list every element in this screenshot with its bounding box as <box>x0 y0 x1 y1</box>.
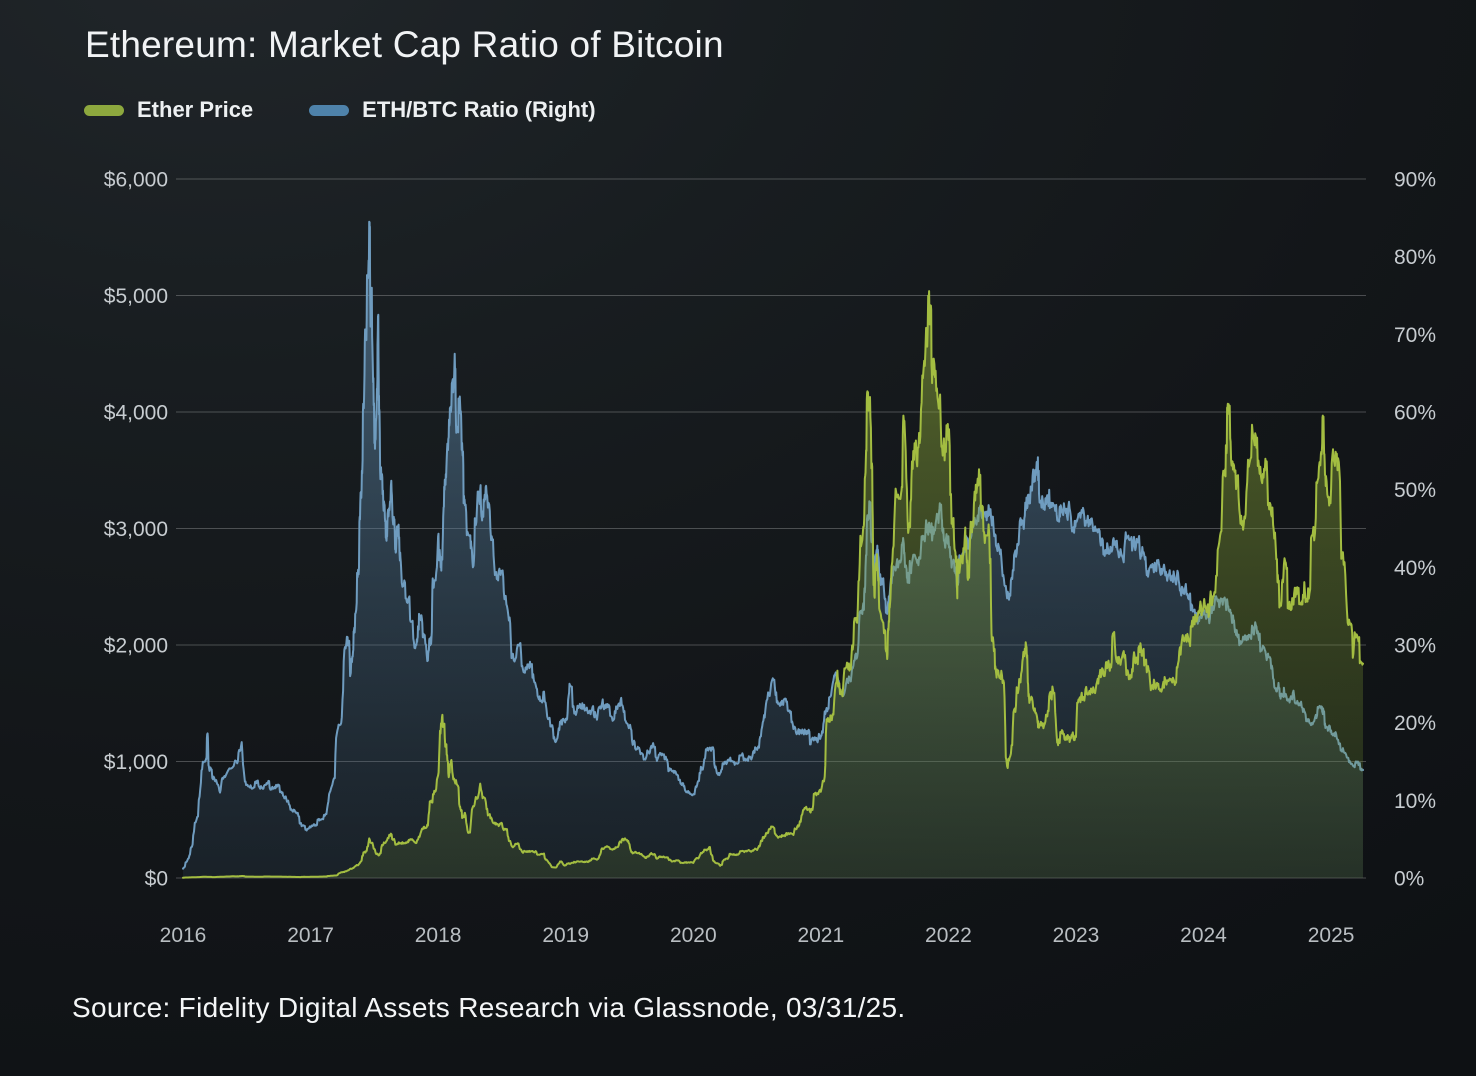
source-note: Source: Fidelity Digital Assets Research… <box>72 992 906 1023</box>
x-axis-tick-label: 2019 <box>542 924 589 947</box>
eth-btc-ratio-area <box>183 221 1363 878</box>
legend-item-ether-price: Ether Price <box>84 97 253 123</box>
right-axis-tick-label: 50% <box>1394 479 1436 502</box>
right-axis-tick-label: 10% <box>1394 790 1436 813</box>
legend-label-ethbtc-ratio: ETH/BTC Ratio (Right) <box>362 97 596 122</box>
x-axis-tick-label: 2016 <box>160 924 207 947</box>
left-axis-tick-label: $3,000 <box>104 518 168 541</box>
x-axis-tick-label: 2021 <box>797 924 844 947</box>
right-axis-tick-label: 70% <box>1394 324 1436 347</box>
left-axis-tick-label: $0 <box>145 868 168 891</box>
ether-price-swatch-icon <box>84 104 124 116</box>
right-axis-tick-label: 80% <box>1394 246 1436 269</box>
legend-item-ethbtc-ratio: ETH/BTC Ratio (Right) <box>309 97 596 123</box>
x-axis-tick-label: 2017 <box>287 924 334 947</box>
legend: Ether Price ETH/BTC Ratio (Right) <box>84 97 652 123</box>
x-axis-tick-label: 2023 <box>1053 924 1100 947</box>
x-axis-tick-label: 2025 <box>1308 924 1355 947</box>
right-axis-tick-label: 90% <box>1394 169 1436 192</box>
x-axis-tick-label: 2018 <box>415 924 462 947</box>
legend-label-ether-price: Ether Price <box>137 97 254 122</box>
left-axis-tick-label: $4,000 <box>104 402 168 425</box>
x-axis-tick-label: 2020 <box>670 924 717 947</box>
right-axis-tick-label: 60% <box>1394 402 1436 425</box>
right-axis-tick-label: 20% <box>1394 712 1436 735</box>
left-axis-tick-label: $5,000 <box>104 285 168 308</box>
left-axis-tick-label: $1,000 <box>104 751 168 774</box>
ethbtc-ratio-swatch-icon <box>309 104 350 116</box>
chart-title: Ethereum: Market Cap Ratio of Bitcoin <box>85 24 724 65</box>
x-axis-tick-label: 2024 <box>1180 924 1227 947</box>
right-axis-tick-label: 30% <box>1394 635 1436 658</box>
right-axis-tick-label: 0% <box>1394 868 1424 891</box>
eth-btc-ratio-line <box>182 220 1364 870</box>
ether-price-line <box>182 290 1364 879</box>
left-axis-tick-label: $6,000 <box>104 169 168 192</box>
ether-price-area <box>183 291 1363 879</box>
left-axis-tick-label: $2,000 <box>104 635 168 658</box>
right-axis-tick-label: 40% <box>1394 557 1436 580</box>
x-axis-tick-label: 2022 <box>925 924 972 947</box>
